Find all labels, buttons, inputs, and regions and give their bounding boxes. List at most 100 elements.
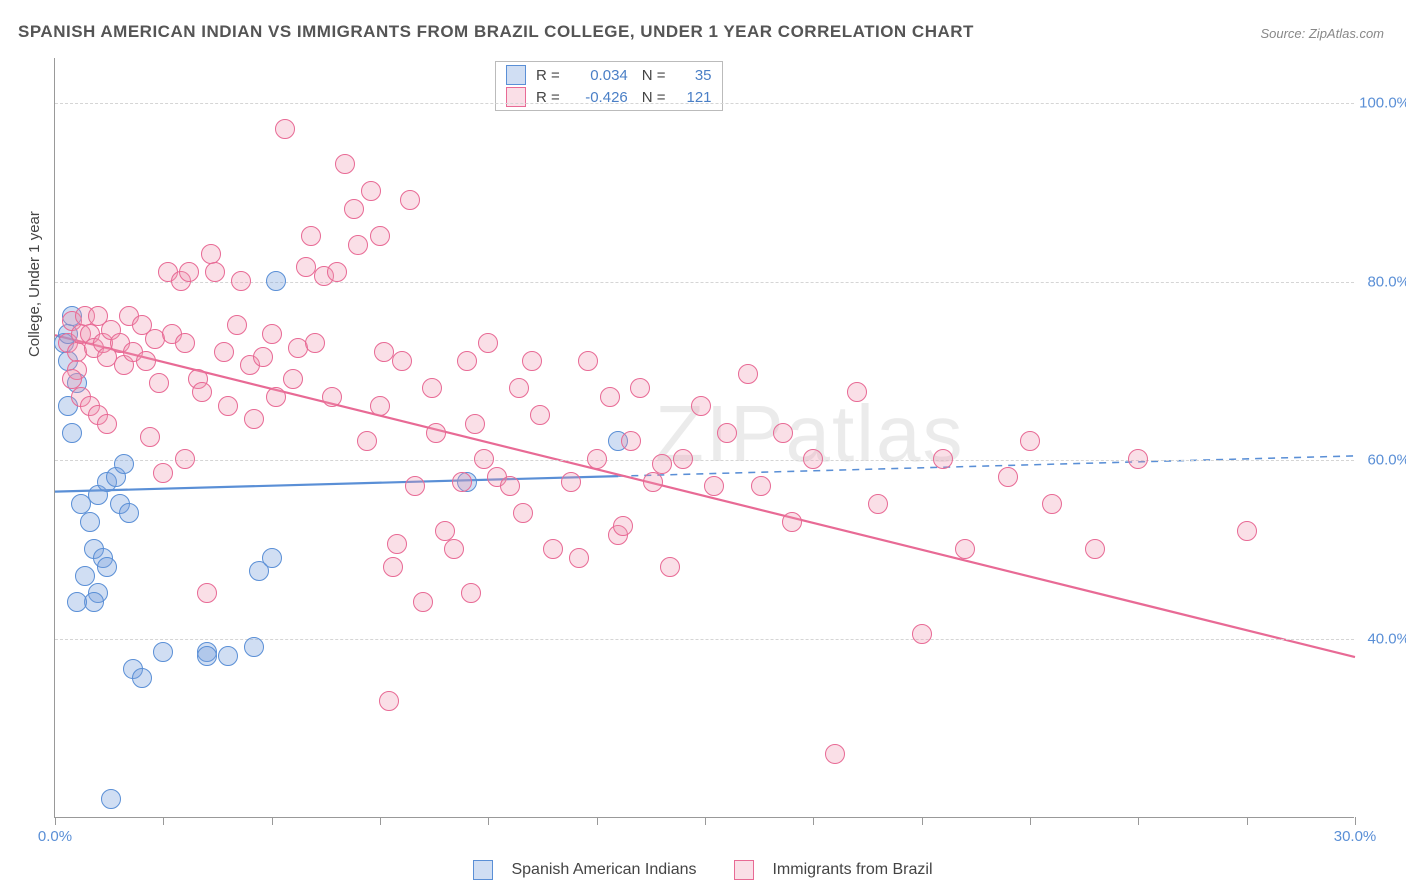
x-tick <box>488 817 489 825</box>
data-point-pink <box>387 534 407 554</box>
data-point-pink <box>175 449 195 469</box>
data-point-pink <box>179 262 199 282</box>
data-point-pink <box>1020 431 1040 451</box>
gridline <box>55 103 1354 104</box>
data-point-pink <box>643 472 663 492</box>
data-point-pink <box>660 557 680 577</box>
data-point-pink <box>400 190 420 210</box>
x-tick <box>1247 817 1248 825</box>
data-point-pink <box>522 351 542 371</box>
data-point-pink <box>214 342 234 362</box>
bottom-legend: Spanish American Indians Immigrants from… <box>0 860 1406 880</box>
data-point-blue <box>101 789 121 809</box>
data-point-pink <box>266 387 286 407</box>
data-point-pink <box>630 378 650 398</box>
stat-n-blue: 35 <box>672 67 712 84</box>
data-point-pink <box>457 351 477 371</box>
data-point-pink <box>561 472 581 492</box>
data-point-pink <box>370 226 390 246</box>
data-point-pink <box>370 396 390 416</box>
data-point-blue <box>266 271 286 291</box>
data-point-blue <box>84 592 104 612</box>
y-tick-label: 100.0% <box>1359 94 1406 111</box>
gridline <box>55 460 1354 461</box>
data-point-pink <box>461 583 481 603</box>
data-point-pink <box>327 262 347 282</box>
data-point-pink <box>253 347 273 367</box>
x-tick-label: 0.0% <box>38 828 72 845</box>
data-point-pink <box>301 226 321 246</box>
data-point-pink <box>738 364 758 384</box>
plot-area: ZIPatlas R = 0.034 N = 35 R = -0.426 N =… <box>54 58 1354 818</box>
data-point-pink <box>262 324 282 344</box>
x-tick <box>55 817 56 825</box>
data-point-pink <box>153 463 173 483</box>
data-point-pink <box>426 423 446 443</box>
data-point-pink <box>140 427 160 447</box>
stat-r-label: R = <box>536 67 560 84</box>
data-point-pink <box>825 744 845 764</box>
data-point-pink <box>405 476 425 496</box>
stat-r-blue: 0.034 <box>566 67 628 84</box>
data-point-pink <box>513 503 533 523</box>
data-point-pink <box>201 244 221 264</box>
data-point-pink <box>773 423 793 443</box>
data-point-pink <box>673 449 693 469</box>
data-point-pink <box>613 516 633 536</box>
data-point-pink <box>335 154 355 174</box>
x-tick-label: 30.0% <box>1334 828 1377 845</box>
data-point-blue <box>75 566 95 586</box>
data-point-pink <box>231 271 251 291</box>
chart-title: SPANISH AMERICAN INDIAN VS IMMIGRANTS FR… <box>18 22 974 42</box>
data-point-pink <box>97 414 117 434</box>
data-point-blue <box>119 503 139 523</box>
x-tick <box>1138 817 1139 825</box>
x-tick <box>380 817 381 825</box>
legend-item-pink: Immigrants from Brazil <box>734 860 932 880</box>
data-point-blue <box>62 423 82 443</box>
data-point-blue <box>218 646 238 666</box>
swatch-pink-icon <box>506 87 526 107</box>
data-point-blue <box>153 642 173 662</box>
data-point-pink <box>509 378 529 398</box>
y-tick-label: 80.0% <box>1367 273 1406 290</box>
data-point-pink <box>452 472 472 492</box>
legend-label-pink: Immigrants from Brazil <box>772 861 932 879</box>
data-point-pink <box>305 333 325 353</box>
data-point-pink <box>782 512 802 532</box>
regression-line-blue <box>55 476 618 491</box>
data-point-pink <box>227 315 247 335</box>
regression-extrapolation-blue <box>618 456 1355 476</box>
x-tick <box>163 817 164 825</box>
data-point-blue <box>114 454 134 474</box>
data-point-pink <box>478 333 498 353</box>
data-point-pink <box>803 449 823 469</box>
data-point-pink <box>933 449 953 469</box>
data-point-pink <box>600 387 620 407</box>
data-point-pink <box>578 351 598 371</box>
data-point-pink <box>283 369 303 389</box>
data-point-pink <box>361 181 381 201</box>
data-point-blue <box>244 637 264 657</box>
x-tick <box>597 817 598 825</box>
data-point-pink <box>1042 494 1062 514</box>
x-tick <box>272 817 273 825</box>
data-point-pink <box>465 414 485 434</box>
data-point-blue <box>132 668 152 688</box>
regression-lines-layer <box>55 58 1354 817</box>
data-point-pink <box>413 592 433 612</box>
data-point-pink <box>955 539 975 559</box>
x-tick <box>922 817 923 825</box>
data-point-pink <box>218 396 238 416</box>
data-point-pink <box>136 351 156 371</box>
data-point-pink <box>344 199 364 219</box>
data-point-pink <box>704 476 724 496</box>
data-point-pink <box>392 351 412 371</box>
swatch-blue-icon <box>473 860 493 880</box>
data-point-blue <box>97 557 117 577</box>
data-point-pink <box>444 539 464 559</box>
stats-row-blue: R = 0.034 N = 35 <box>496 64 722 86</box>
data-point-pink <box>1237 521 1257 541</box>
swatch-blue-icon <box>506 65 526 85</box>
data-point-pink <box>621 431 641 451</box>
